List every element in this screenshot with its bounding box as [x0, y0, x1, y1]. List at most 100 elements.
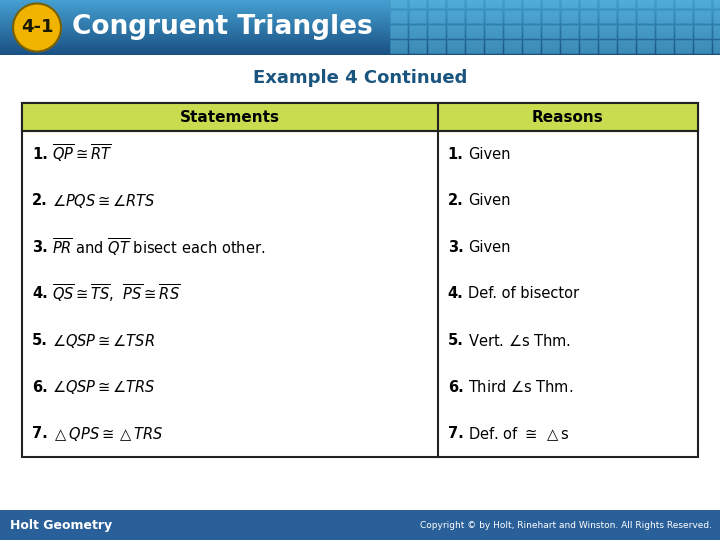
Text: 5.: 5.: [448, 333, 464, 348]
FancyBboxPatch shape: [504, 40, 521, 53]
Bar: [0, 25, 720, 26]
FancyBboxPatch shape: [428, 10, 445, 23]
Bar: [0, 26, 720, 27]
Bar: [0, 32, 720, 33]
Text: 6.: 6.: [448, 380, 464, 395]
FancyBboxPatch shape: [523, 25, 540, 38]
Text: $\angle QSP \cong \angle TRS$: $\angle QSP \cong \angle TRS$: [52, 378, 156, 396]
FancyBboxPatch shape: [409, 0, 426, 8]
Bar: [0, 24, 720, 25]
Text: Third $\angle$s Thm.: Third $\angle$s Thm.: [468, 379, 573, 395]
Text: Given: Given: [468, 147, 510, 162]
Bar: [0, 510, 720, 540]
Bar: [0, 7, 720, 8]
FancyBboxPatch shape: [694, 25, 711, 38]
FancyBboxPatch shape: [618, 0, 635, 8]
Text: 1.: 1.: [32, 147, 48, 162]
FancyBboxPatch shape: [542, 0, 559, 8]
FancyBboxPatch shape: [694, 10, 711, 23]
Bar: [0, 14, 720, 15]
FancyBboxPatch shape: [485, 40, 502, 53]
Bar: [0, 6, 720, 7]
FancyBboxPatch shape: [409, 10, 426, 23]
Bar: [0, 12, 720, 13]
Text: 6.: 6.: [32, 380, 48, 395]
Bar: [0, 16, 720, 17]
Bar: [0, 28, 720, 29]
Bar: [0, 19, 720, 20]
FancyBboxPatch shape: [466, 40, 483, 53]
Bar: [0, 47, 720, 48]
Bar: [0, 18, 720, 19]
FancyBboxPatch shape: [447, 40, 464, 53]
Bar: [0, 22, 720, 23]
FancyBboxPatch shape: [561, 10, 578, 23]
Text: Vert. $\angle$s Thm.: Vert. $\angle$s Thm.: [468, 333, 571, 349]
Bar: [0, 8, 720, 9]
Bar: [0, 27, 720, 28]
Bar: [0, 1, 720, 2]
Bar: [0, 49, 720, 50]
Bar: [0, 33, 720, 35]
FancyBboxPatch shape: [675, 0, 692, 8]
Bar: [0, 45, 720, 46]
Bar: [22, 103, 698, 131]
Text: Given: Given: [468, 193, 510, 208]
FancyBboxPatch shape: [675, 40, 692, 53]
Text: 7.: 7.: [32, 426, 48, 441]
FancyBboxPatch shape: [485, 0, 502, 8]
Text: 3.: 3.: [448, 240, 464, 255]
Bar: [0, 52, 720, 53]
Bar: [0, 5, 720, 6]
Text: $\overline{PR}$ and $\overline{QT}$ bisect each other.: $\overline{PR}$ and $\overline{QT}$ bise…: [52, 237, 265, 259]
Bar: [0, 21, 720, 22]
FancyBboxPatch shape: [542, 25, 559, 38]
Bar: [0, 29, 720, 30]
Bar: [0, 4, 720, 5]
FancyBboxPatch shape: [580, 25, 597, 38]
FancyBboxPatch shape: [390, 25, 407, 38]
Text: Def. of $\cong$ $\triangle$s: Def. of $\cong$ $\triangle$s: [468, 425, 570, 443]
FancyBboxPatch shape: [694, 40, 711, 53]
FancyBboxPatch shape: [656, 25, 673, 38]
FancyBboxPatch shape: [447, 0, 464, 8]
Bar: [0, 9, 720, 10]
Text: 3.: 3.: [32, 240, 48, 255]
FancyBboxPatch shape: [409, 40, 426, 53]
Text: 7.: 7.: [448, 426, 464, 441]
FancyBboxPatch shape: [523, 0, 540, 8]
Bar: [0, 46, 720, 47]
Bar: [0, 35, 720, 36]
Text: $\angle PQS \cong \angle RTS$: $\angle PQS \cong \angle RTS$: [52, 192, 156, 210]
Text: 2.: 2.: [32, 193, 48, 208]
Text: Holt Geometry: Holt Geometry: [10, 518, 112, 531]
Bar: [0, 53, 720, 55]
Bar: [0, 36, 720, 37]
FancyBboxPatch shape: [599, 0, 616, 8]
Bar: [22, 103, 698, 457]
Text: 2.: 2.: [448, 193, 464, 208]
FancyBboxPatch shape: [504, 25, 521, 38]
FancyBboxPatch shape: [390, 10, 407, 23]
Bar: [0, 40, 720, 41]
Text: 4.: 4.: [32, 287, 48, 301]
FancyBboxPatch shape: [713, 25, 720, 38]
FancyBboxPatch shape: [637, 0, 654, 8]
FancyBboxPatch shape: [713, 0, 720, 8]
Bar: [0, 41, 720, 42]
FancyBboxPatch shape: [675, 10, 692, 23]
FancyBboxPatch shape: [523, 40, 540, 53]
FancyBboxPatch shape: [428, 40, 445, 53]
Text: 4-1: 4-1: [21, 18, 53, 37]
Bar: [0, 44, 720, 45]
Bar: [0, 15, 720, 16]
FancyBboxPatch shape: [618, 40, 635, 53]
FancyBboxPatch shape: [599, 10, 616, 23]
Bar: [0, 17, 720, 18]
FancyBboxPatch shape: [618, 10, 635, 23]
FancyBboxPatch shape: [447, 25, 464, 38]
Text: Reasons: Reasons: [532, 110, 604, 125]
Text: Def. of bisector: Def. of bisector: [468, 287, 579, 301]
FancyBboxPatch shape: [466, 10, 483, 23]
Bar: [0, 2, 720, 3]
